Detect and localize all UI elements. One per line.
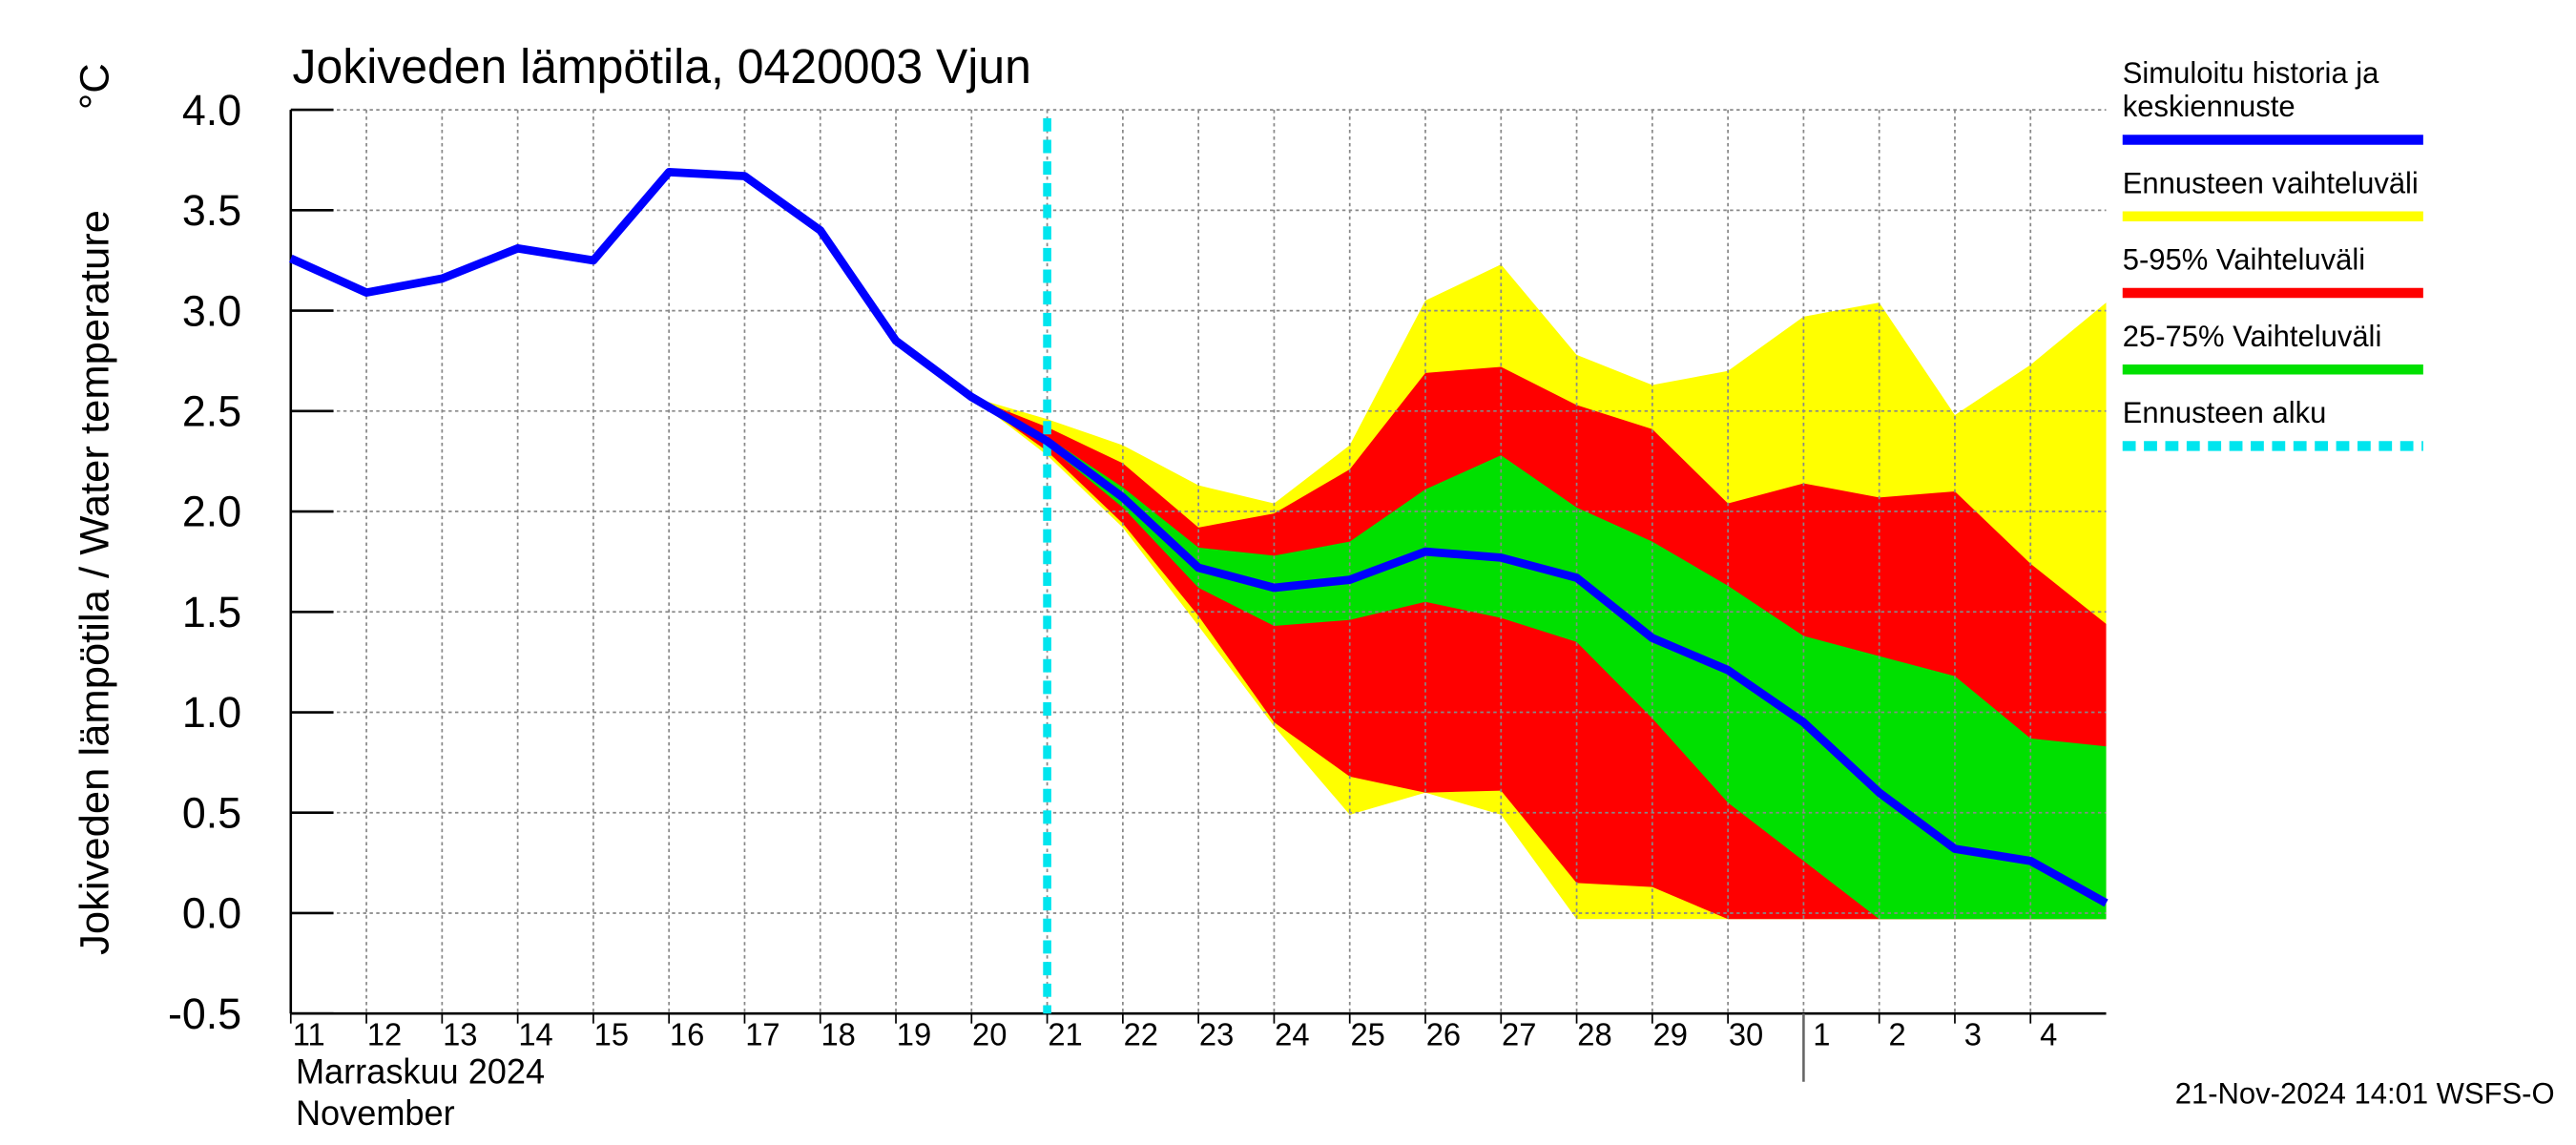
y-axis-unit: °C: [73, 63, 118, 110]
line-series: [289, 168, 2109, 907]
x-tick-label: 17: [745, 1016, 779, 1051]
legend-label: Ennusteen alku: [2123, 396, 2327, 429]
y-tick-label: 3.5: [182, 186, 241, 235]
x-tick-label: 29: [1653, 1016, 1688, 1051]
legend-label: Ennusteen vaihteluväli: [2123, 166, 2419, 199]
x-tick-label: 12: [367, 1016, 402, 1051]
x-tick-label: 3: [1964, 1016, 1982, 1051]
x-tick-label: 11: [293, 1016, 325, 1051]
x-tick-label: 4: [2040, 1016, 2057, 1051]
x-tick-label: 19: [897, 1016, 931, 1051]
x-tick-label: 25: [1350, 1016, 1384, 1051]
y-tick-label: 2.5: [182, 386, 241, 435]
x-tick-label: 1: [1813, 1016, 1830, 1051]
x-tick-label: 28: [1577, 1016, 1611, 1051]
y-tick-label: -0.5: [168, 989, 241, 1038]
x-tick-label: 23: [1199, 1016, 1234, 1051]
x-tick-label: 13: [443, 1016, 477, 1051]
x-tick-label: 22: [1124, 1016, 1158, 1051]
x-tick-label: 24: [1275, 1016, 1309, 1051]
x-tick-label: 18: [821, 1016, 856, 1051]
legend-label: 5-95% Vaihteluväli: [2123, 242, 2365, 276]
x-tick-label: 26: [1426, 1016, 1461, 1051]
y-tick-label: 4.0: [182, 86, 241, 135]
x-tick-label: 15: [594, 1016, 629, 1051]
chart-title: Jokiveden lämpötila, 0420003 Vjun: [293, 40, 1031, 94]
legend-label: 25-75% Vaihteluväli: [2123, 320, 2382, 353]
legend-label: Simuloitu historia ja keskiennuste: [2123, 56, 2379, 123]
x-tick-label: 30: [1729, 1016, 1763, 1051]
month-label: Marraskuu 2024: [296, 1051, 545, 1091]
x-tick-label: 16: [670, 1016, 704, 1051]
x-tick-label: 27: [1502, 1016, 1536, 1051]
y-tick-label: 1.0: [182, 688, 241, 737]
y-tick-label: 0.0: [182, 888, 241, 937]
y-tick-label: 1.5: [182, 588, 241, 636]
timestamp: 21-Nov-2024 14:01 WSFS-O: [2175, 1076, 2555, 1110]
x-tick-label: 2: [1889, 1016, 1906, 1051]
x-tick-label: 21: [1048, 1016, 1082, 1051]
forecast-band: [971, 397, 2107, 920]
y-tick-label: 0.5: [182, 788, 241, 837]
y-tick-label: 2.0: [182, 487, 241, 535]
month-label-en: November: [296, 1093, 455, 1133]
x-tick-label: 20: [972, 1016, 1007, 1051]
x-tick-label: 14: [518, 1016, 552, 1051]
y-tick-label: 3.0: [182, 286, 241, 335]
y-axis-label: Jokiveden lämpötila / Water temperature: [73, 210, 118, 955]
